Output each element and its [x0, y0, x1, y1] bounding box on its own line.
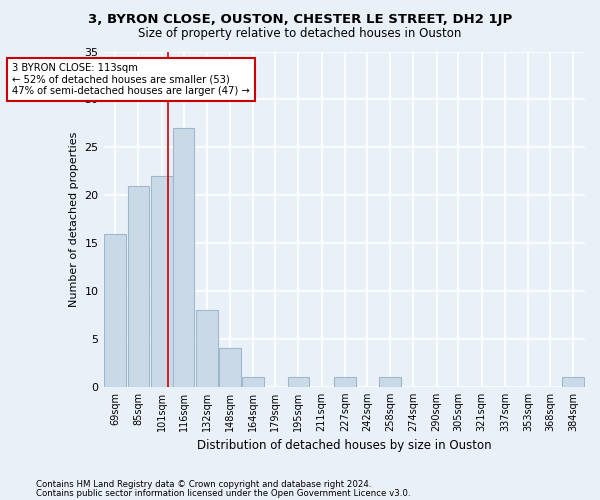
Bar [379, 377, 401, 387]
Text: Size of property relative to detached houses in Ouston: Size of property relative to detached ho… [139, 28, 461, 40]
X-axis label: Distribution of detached houses by size in Ouston: Distribution of detached houses by size … [197, 440, 491, 452]
Bar [104, 234, 126, 387]
Y-axis label: Number of detached properties: Number of detached properties [69, 132, 79, 307]
Text: 3, BYRON CLOSE, OUSTON, CHESTER LE STREET, DH2 1JP: 3, BYRON CLOSE, OUSTON, CHESTER LE STREE… [88, 12, 512, 26]
Bar [219, 348, 241, 387]
Bar [242, 377, 264, 387]
Text: Contains public sector information licensed under the Open Government Licence v3: Contains public sector information licen… [36, 489, 410, 498]
Bar [562, 377, 584, 387]
Text: 3 BYRON CLOSE: 113sqm
← 52% of detached houses are smaller (53)
47% of semi-deta: 3 BYRON CLOSE: 113sqm ← 52% of detached … [12, 63, 250, 96]
Bar [151, 176, 173, 387]
Bar [173, 128, 194, 387]
Bar [196, 310, 218, 387]
Bar [128, 186, 149, 387]
Bar [334, 377, 356, 387]
Bar [287, 377, 310, 387]
Text: Contains HM Land Registry data © Crown copyright and database right 2024.: Contains HM Land Registry data © Crown c… [36, 480, 371, 489]
